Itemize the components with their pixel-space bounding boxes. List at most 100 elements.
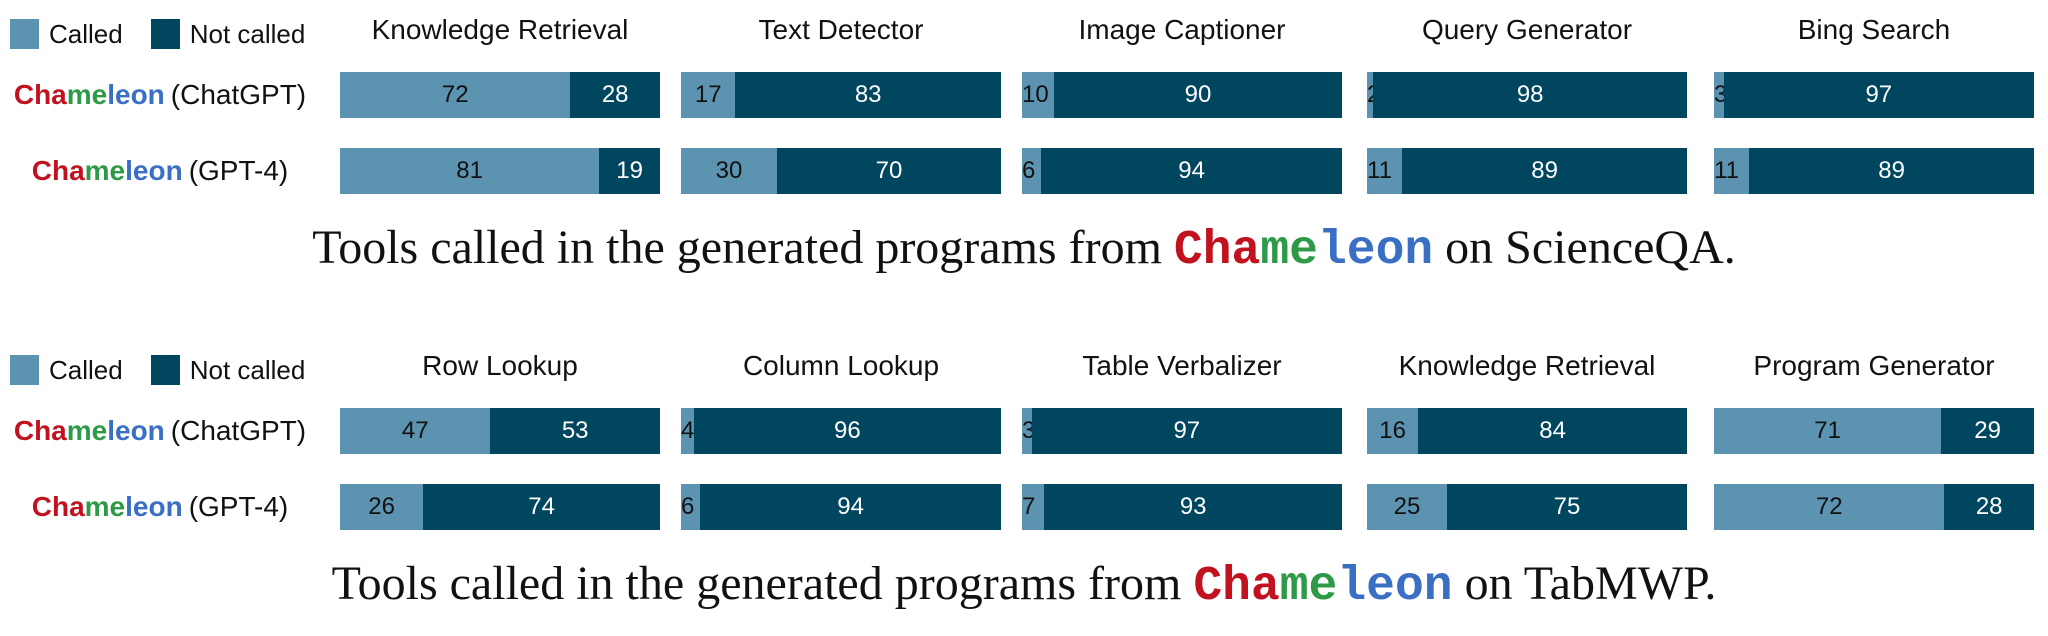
chameleon-brand-part1: Cha xyxy=(13,415,67,446)
bar-segment-called: 3 xyxy=(1022,408,1035,454)
stacked-bar: 4 96 xyxy=(681,408,1001,454)
bar-segment-not-called: 89 xyxy=(1402,148,1687,194)
bar-value-called: 81 xyxy=(456,157,483,184)
bar-value-not-called: 90 xyxy=(1184,81,1212,108)
bar-value-called: 72 xyxy=(441,81,469,108)
stacked-bar: 17 83 xyxy=(681,72,1001,118)
bar-value-called: 47 xyxy=(401,417,429,444)
chameleon-brand: Chameleon xyxy=(1174,224,1433,278)
scienceqa-panel: Called Not called Chameleon (ChatGPT) Chamel… xyxy=(0,0,2048,300)
bar-segment-not-called: 93 xyxy=(1044,484,1342,530)
bar-value-called: 16 xyxy=(1379,417,1406,444)
legend: Called Not called xyxy=(10,14,323,54)
bar-value-called: 30 xyxy=(715,157,743,184)
bar-segment-not-called: 74 xyxy=(423,484,660,530)
chameleon-brand-part2: me xyxy=(66,415,108,446)
bar-segment-called: 71 xyxy=(1714,408,1942,454)
tool-title: Query Generator xyxy=(1421,14,1633,45)
chameleon-brand: Chameleon xyxy=(14,415,165,447)
row-label-gpt4: Chameleon (GPT-4) xyxy=(0,485,320,529)
bar-value-not-called: 70 xyxy=(875,157,903,184)
legend-swatch-called xyxy=(10,355,39,385)
legend: Called Not called xyxy=(10,350,323,390)
stacked-bar: 72 28 xyxy=(1714,484,2034,530)
bar-segment-not-called: 96 xyxy=(693,408,1001,454)
bar-value-not-called: 89 xyxy=(1878,157,1905,184)
tool-title: Knowledge Retrieval xyxy=(371,14,629,45)
bar-segment-called: 6 xyxy=(1022,148,1042,194)
stacked-bar: 26 74 xyxy=(340,484,660,530)
chameleon-brand-part2: me xyxy=(1260,224,1318,278)
bar-value-called: 6 xyxy=(1022,157,1036,184)
stacked-bar: 6 94 xyxy=(681,484,1001,530)
chameleon-brand-part3: leon xyxy=(1317,224,1434,278)
stacked-bar: 47 53 xyxy=(340,408,660,454)
bar-segment-not-called: 28 xyxy=(1944,484,2034,530)
stacked-bar: 71 29 xyxy=(1714,408,2034,454)
stacked-bar: 3 97 xyxy=(1022,408,1342,454)
chameleon-brand-part3: leon xyxy=(125,155,183,186)
chameleon-brand: Chameleon xyxy=(32,491,183,523)
bar-segment-not-called: 53 xyxy=(490,408,660,454)
bar-segment-not-called: 83 xyxy=(735,72,1001,118)
legend-item-called: Called xyxy=(10,355,123,386)
bar-value-not-called: 84 xyxy=(1539,417,1566,444)
stacked-bar: 10 90 xyxy=(1022,72,1342,118)
bar-segment-not-called: 89 xyxy=(1749,148,2034,194)
bar-value-not-called: 53 xyxy=(561,417,589,444)
bar-value-called: 11 xyxy=(1367,157,1392,184)
chameleon-brand-part1: Cha xyxy=(31,491,85,522)
legend-swatch-not-called xyxy=(150,355,180,385)
bar-segment-not-called: 75 xyxy=(1447,484,1687,530)
legend-item-not-called: Not called xyxy=(150,19,305,50)
bar-value-called: 11 xyxy=(1714,157,1739,184)
bar-value-called: 71 xyxy=(1814,417,1841,444)
bar-value-called: 4 xyxy=(681,417,695,444)
bar-segment-called: 47 xyxy=(340,408,491,454)
bar-segment-called: 72 xyxy=(1714,484,1945,530)
caption: Tools called in the generated programs f… xyxy=(0,220,2048,278)
legend-swatch-not-called xyxy=(150,19,180,49)
caption-prefix: Tools called in the generated programs f… xyxy=(312,221,1162,274)
bar-segment-called: 6 xyxy=(681,484,701,530)
bar-value-not-called: 89 xyxy=(1531,157,1558,184)
tool-title: Program Generator xyxy=(1753,350,1995,381)
chameleon-brand-part1: Cha xyxy=(13,79,67,110)
stacked-bar: 11 89 xyxy=(1367,148,1687,194)
row-label-model: (GPT-4) xyxy=(188,491,289,522)
stacked-bar: 81 19 xyxy=(340,148,660,194)
bar-segment-not-called: 19 xyxy=(599,148,660,194)
caption-prefix: Tools called in the generated programs f… xyxy=(331,557,1182,610)
bar-segment-not-called: 98 xyxy=(1373,72,1687,118)
chameleon-brand: Chameleon xyxy=(14,79,165,111)
row-label-model: (ChatGPT) xyxy=(170,415,307,446)
tool-title: Bing Search xyxy=(1797,14,1951,45)
bar-segment-called: 10 xyxy=(1022,72,1054,118)
bar-segment-called: 4 xyxy=(681,408,694,454)
tool-title: Column Lookup xyxy=(742,350,940,381)
legend-label-called: Called xyxy=(49,18,123,49)
bar-segment-called: 16 xyxy=(1367,408,1419,454)
bar-value-not-called: 93 xyxy=(1179,493,1207,520)
tool-title: Knowledge Retrieval xyxy=(1398,350,1656,381)
row-label-model: (GPT-4) xyxy=(188,155,289,186)
bar-value-not-called: 98 xyxy=(1516,81,1544,108)
bar-value-not-called: 29 xyxy=(1974,417,2001,444)
caption-suffix: on TabMWP. xyxy=(1464,557,1717,610)
bar-value-not-called: 75 xyxy=(1553,493,1581,520)
chameleon-brand-part2: me xyxy=(84,491,126,522)
chameleon-brand-part3: leon xyxy=(107,79,165,110)
bar-value-not-called: 28 xyxy=(1975,493,2003,520)
legend-item-not-called: Not called xyxy=(150,354,306,386)
bar-segment-not-called: 90 xyxy=(1054,72,1342,118)
bar-value-not-called: 19 xyxy=(616,157,643,184)
stacked-bar: 25 75 xyxy=(1367,484,1687,530)
stacked-bar: 6 94 xyxy=(1022,148,1342,194)
bar-value-not-called: 74 xyxy=(528,493,555,520)
bar-segment-not-called: 94 xyxy=(1041,148,1342,194)
legend-label-not-called: Not called xyxy=(189,354,306,385)
chameleon-brand-part1: Cha xyxy=(1173,224,1261,278)
bar-value-not-called: 94 xyxy=(837,493,864,520)
bar-segment-not-called: 28 xyxy=(570,72,660,118)
bar-value-not-called: 97 xyxy=(1865,81,1893,108)
